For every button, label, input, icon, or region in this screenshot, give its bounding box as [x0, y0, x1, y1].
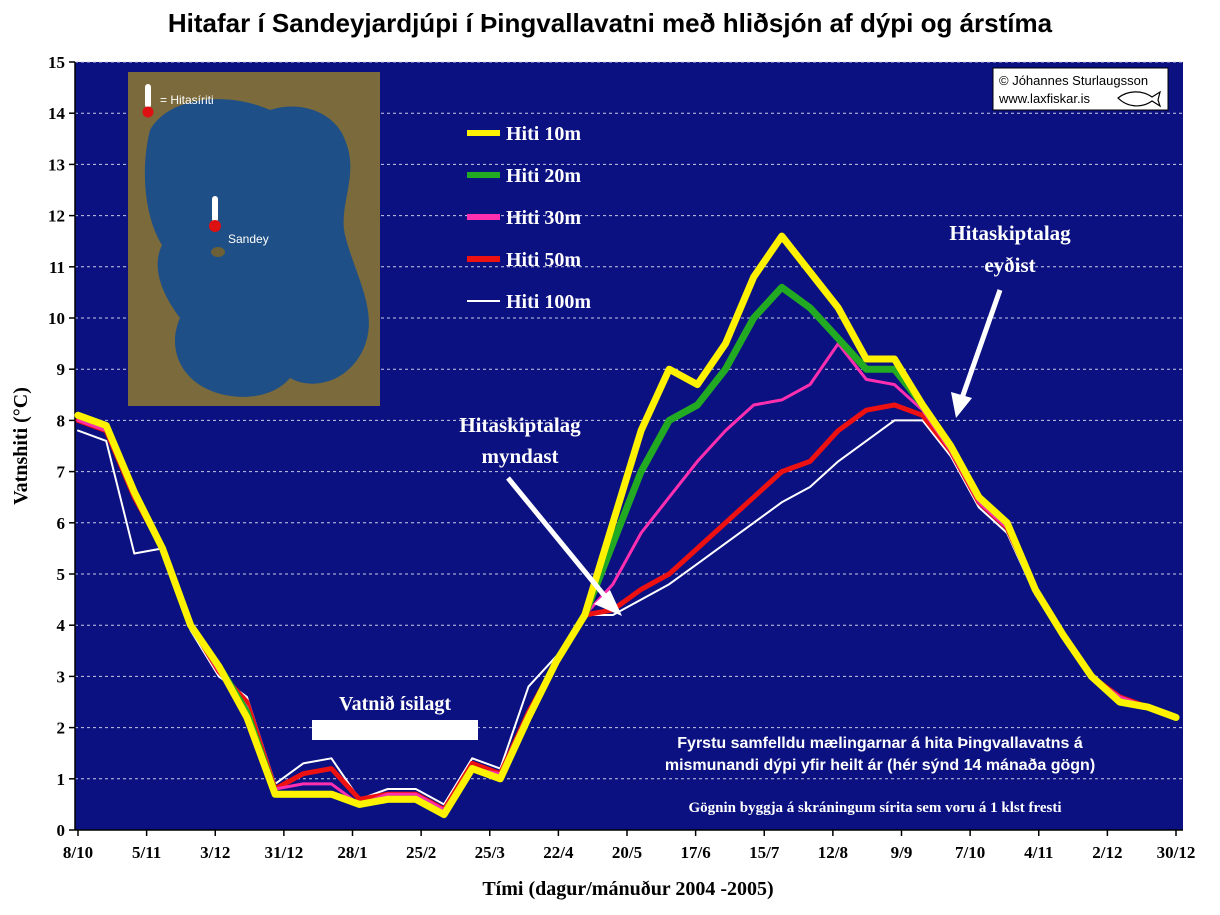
map-place-label: Sandey: [228, 232, 269, 246]
credit-background: [992, 67, 1169, 111]
x-tick-label: 9/9: [891, 843, 913, 862]
legend: Hiti 10m Hiti 20m Hiti 30m Hiti 50m Hiti 100…: [467, 123, 591, 313]
y-tick-label: 0: [57, 821, 66, 840]
y-tick-label: 3: [57, 667, 66, 686]
x-tick-label: 20/5: [612, 843, 642, 862]
map-legend-bulb-icon: [142, 106, 154, 118]
map-legend-thermometer-icon: [145, 84, 151, 108]
gridlines: [75, 61, 1183, 780]
series-line-hiti-10m: [74, 232, 1180, 819]
x-tick-label: 30/12: [1157, 843, 1196, 862]
x-axis-title: Tími (dagur/mánuður 2004 -2005): [482, 878, 773, 900]
x-tick-label: 25/2: [406, 843, 436, 862]
x-tick-label: 4/11: [1024, 843, 1053, 862]
annotation-stratification-forms: Hitaskiptalag myndast: [459, 413, 622, 616]
annotation-forms-line2: myndast: [481, 444, 558, 468]
x-tick-label: 17/6: [681, 843, 711, 862]
map-island: [211, 247, 225, 257]
y-tick-label: 11: [49, 258, 65, 277]
x-tick-label: 22/4: [543, 843, 574, 862]
x-tick-label: 2/12: [1092, 843, 1122, 862]
note-line3: Gögnin byggja á skráningum sírita sem vo…: [688, 800, 1061, 816]
y-tick-label: 9: [57, 360, 66, 379]
annotation-breaks-line2: eyðist: [984, 253, 1035, 277]
arrow-breaks-head-icon: [951, 392, 972, 418]
y-tick-label: 4: [57, 616, 66, 635]
arrow-forms-head-icon: [594, 590, 622, 616]
credit-url: www.laxfiskar.is: [998, 91, 1091, 106]
x-tick-label: 3/12: [200, 843, 230, 862]
y-tick-label: 8: [57, 411, 66, 430]
x-tick-labels: 8/10 5/11 3/12 31/12 28/1 25/2 25/3 22/4 20/5 17/…: [63, 830, 1195, 862]
series-lines: [74, 232, 1180, 819]
ice-label: Vatnið ísilagt: [339, 693, 451, 715]
annotation-stratification-breaks: Hitaskiptalag eyðist: [949, 221, 1071, 418]
thermometer-bulb-icon: [209, 220, 221, 232]
legend-label: Hiti 20m: [506, 165, 581, 187]
x-tick-label: 31/12: [265, 843, 304, 862]
x-tick-label: 12/8: [818, 843, 848, 862]
legend-label: Hiti 50m: [506, 249, 581, 271]
legend-label: Hiti 30m: [506, 207, 581, 229]
annotation-breaks-line1: Hitaskiptalag: [949, 221, 1071, 245]
x-tick-label: 8/10: [63, 843, 93, 862]
x-tick-label: 7/10: [955, 843, 985, 862]
ice-period-bar: [312, 720, 478, 740]
credit-author: © Jóhannes Sturlaugsson: [999, 73, 1148, 88]
x-tick-label: 5/11: [132, 843, 161, 862]
y-tick-label: 5: [57, 565, 66, 584]
y-tick-label: 12: [48, 207, 65, 226]
y-tick-label: 10: [48, 309, 65, 328]
legend-label: Hiti 100m: [506, 291, 591, 313]
x-tick-label: 28/1: [337, 843, 367, 862]
fish-logo-icon: [1117, 90, 1162, 108]
y-tick-label: 2: [57, 719, 66, 738]
arrow-breaks-shaft: [959, 289, 1003, 399]
annotation-ice: Vatnið ísilagt: [312, 693, 478, 740]
axes: [74, 62, 1183, 831]
y-tick-label: 13: [48, 155, 65, 174]
inset-map: Sandey = Hitasíriti: [128, 72, 380, 406]
annotation-note: Fyrstu samfelldu mælingarnar á hita Þing…: [665, 735, 1095, 816]
annotation-forms-line1: Hitaskiptalag: [459, 413, 581, 437]
thermometer-icon: [212, 196, 218, 222]
y-tick-label: 1: [57, 770, 66, 789]
x-tick-label: 15/7: [749, 843, 780, 862]
map-lake: [144, 99, 369, 397]
y-tick-label: 15: [48, 53, 65, 72]
x-tick-label: 25/3: [475, 843, 505, 862]
arrow-forms-shaft: [506, 476, 610, 602]
y-tick-label: 14: [48, 104, 66, 123]
map-legend-label: = Hitasíriti: [160, 93, 214, 107]
y-tick-label: 6: [57, 514, 66, 533]
note-line1: Fyrstu samfelldu mælingarnar á hita Þing…: [677, 735, 1083, 752]
chart-title: Hitafar í Sandeyjardjúpi í Þingvallavatn…: [167, 8, 1053, 38]
y-tick-label: 7: [57, 463, 66, 482]
credit-box: © Jóhannes Sturlaugsson www.laxfiskar.is: [992, 67, 1169, 111]
note-line2: mismunandi dýpi yfir heilt ár (hér sýnd …: [665, 757, 1095, 774]
legend-label: Hiti 10m: [506, 123, 581, 145]
y-axis-title: Vatnshiti (°C): [10, 387, 32, 505]
